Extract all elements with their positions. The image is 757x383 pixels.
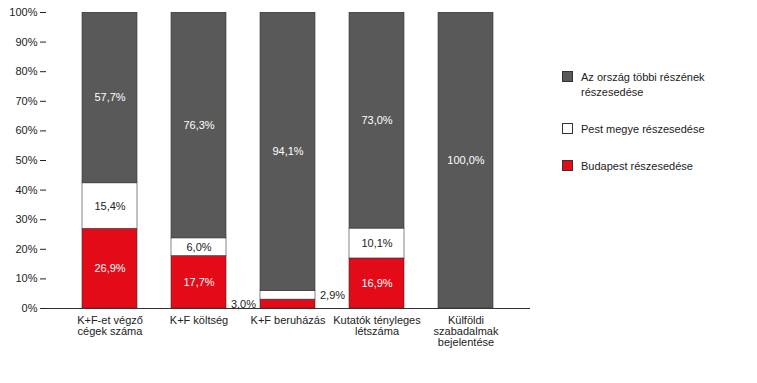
svg-text:3,0%: 3,0% bbox=[231, 298, 256, 310]
svg-text:2,9%: 2,9% bbox=[320, 289, 345, 301]
svg-text:30%: 30% bbox=[15, 213, 37, 225]
svg-text:6,0%: 6,0% bbox=[186, 241, 211, 253]
svg-text:K+F költség: K+F költség bbox=[170, 314, 228, 326]
svg-text:73,0%: 73,0% bbox=[361, 114, 392, 126]
svg-text:26,9%: 26,9% bbox=[94, 262, 125, 274]
svg-text:17,7%: 17,7% bbox=[183, 276, 214, 288]
svg-text:80%: 80% bbox=[15, 65, 37, 77]
svg-text:100,0%: 100,0% bbox=[447, 154, 485, 166]
svg-text:20%: 20% bbox=[15, 243, 37, 255]
html-text:Pest megye részesedése: Pest megye részesedése bbox=[581, 123, 705, 135]
html-text:Budapest részesedése: Budapest részesedése bbox=[581, 160, 693, 172]
svg-text:50%: 50% bbox=[15, 154, 37, 166]
svg-text:0%: 0% bbox=[22, 302, 38, 314]
svg-text:60%: 60% bbox=[15, 124, 37, 136]
svg-text:94,1%: 94,1% bbox=[272, 145, 303, 157]
svg-text:40%: 40% bbox=[15, 184, 37, 196]
svg-text:K+F beruházás: K+F beruházás bbox=[251, 314, 326, 326]
svg-text:10,1%: 10,1% bbox=[361, 237, 392, 249]
svg-text:15,4%: 15,4% bbox=[94, 200, 125, 212]
svg-text:10%: 10% bbox=[15, 272, 37, 284]
svg-text:76,3%: 76,3% bbox=[183, 119, 214, 131]
svg-text:90%: 90% bbox=[15, 36, 37, 48]
svg-text:70%: 70% bbox=[15, 95, 37, 107]
svg-text:Kutatók ténylegeslétszáma: Kutatók ténylegeslétszáma bbox=[333, 314, 421, 337]
svg-text:100%: 100% bbox=[9, 6, 37, 18]
svg-text:57,7%: 57,7% bbox=[94, 91, 125, 103]
svg-text:K+F-et végzőcégek száma: K+F-et végzőcégek száma bbox=[77, 314, 143, 337]
html-text:Az ország többi részének része: Az ország többi részének részesedése bbox=[581, 71, 705, 98]
svg-text:Külföldiszabadalmakbejelentése: Külföldiszabadalmakbejelentése bbox=[434, 314, 499, 348]
svg-text:16,9%: 16,9% bbox=[361, 277, 392, 289]
